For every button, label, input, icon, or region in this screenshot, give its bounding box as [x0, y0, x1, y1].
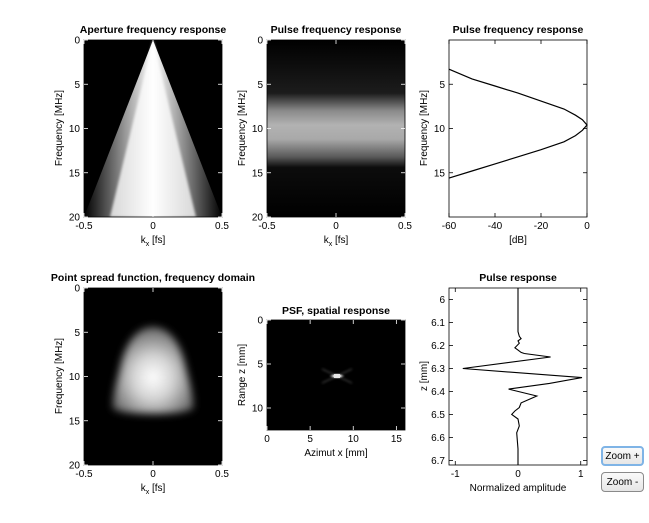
x-tick-label: 15	[391, 434, 403, 445]
x-tick-label: -0.5	[75, 221, 93, 232]
y-tick-label: 10	[252, 124, 264, 135]
y-tick-label: 6.5	[431, 410, 445, 421]
zoom-in-button[interactable]: Zoom +	[601, 446, 644, 466]
chart-title: Pulse frequency response	[453, 24, 584, 36]
y-tick-label: 15	[69, 416, 81, 427]
y-tick-label: 6.6	[431, 433, 445, 444]
y-tick-label: 5	[74, 328, 80, 339]
y-tick-label: 5	[257, 80, 263, 91]
y-tick-label: 5	[439, 80, 445, 91]
x-tick-label: -40	[488, 221, 503, 232]
y-tick-label: 20	[252, 213, 264, 224]
chart-title: Pulse response	[479, 272, 557, 284]
heatmap-psf-spot	[317, 368, 357, 384]
x-axis-label: kx [fs]	[324, 235, 349, 248]
chart-title: Aperture frequency response	[80, 24, 227, 36]
y-tick-label: 0	[257, 316, 263, 327]
panel-pulse-frequency-image: Pulse frequency response -0.5 0 0.5 0 5 10 15…	[237, 24, 412, 248]
series-line	[462, 288, 583, 465]
y-axis-label: Frequency [MHz]	[54, 90, 65, 166]
y-axis-ticks: 0 5 10 15 20	[252, 36, 405, 224]
x-tick-label: 0	[150, 469, 156, 480]
x-tick-label: -0.5	[258, 221, 276, 232]
x-tick-label: 0	[333, 221, 339, 232]
chart-title: Pulse frequency response	[271, 24, 402, 36]
panel-psf-frequency-domain: Point spread function, frequency domain …	[51, 272, 255, 496]
heatmap-cone-core	[110, 40, 196, 217]
x-axis-label: Normalized amplitude	[470, 483, 567, 494]
y-axis-ticks: 0 5 10 15 20	[69, 284, 222, 472]
x-tick-label: 0	[515, 469, 521, 480]
x-tick-label: 0	[264, 434, 270, 445]
y-axis-ticks: 5 10 15	[434, 80, 587, 179]
x-tick-label: 0.5	[215, 221, 229, 232]
y-axis-label: Range z [mm]	[237, 344, 248, 406]
y-tick-label: 10	[69, 372, 81, 383]
x-axis-label: Azimut x [mm]	[304, 448, 368, 459]
y-tick-label: 10	[69, 124, 81, 135]
y-tick-label: 5	[74, 80, 80, 91]
chart-title: Point spread function, frequency domain	[51, 272, 255, 284]
panel-pulse-response: Pulse response -1 0 1 66.16.26.36.46.56.66…	[419, 272, 588, 494]
y-tick-label: 15	[69, 168, 81, 179]
x-tick-label: -0.5	[75, 469, 93, 480]
axes-background	[449, 40, 587, 217]
y-tick-label: 6.1	[431, 318, 445, 329]
x-tick-label: 0.5	[215, 469, 229, 480]
axes-frame	[266, 319, 406, 431]
panel-pulse-frequency-db: Pulse frequency response -60 -40 -20 0 5 10 1…	[419, 24, 590, 246]
y-axis-label: Frequency [MHz]	[54, 338, 65, 414]
x-tick-label: -20	[534, 221, 549, 232]
y-tick-label: 15	[252, 168, 264, 179]
y-tick-label: 10	[252, 404, 264, 415]
y-tick-label: 6.7	[431, 456, 445, 467]
panel-psf-spatial-response: PSF, spatial response 0 5 10 15 0 5 10 Azimut…	[237, 305, 406, 459]
y-tick-label: 6.4	[431, 387, 445, 398]
y-tick-label: 15	[434, 168, 446, 179]
chart-title: PSF, spatial response	[282, 305, 390, 317]
x-axis-ticks: -0.5 0 0.5	[258, 40, 412, 232]
x-axis-label: [dB]	[509, 235, 527, 246]
y-axis-ticks: 0 5 10	[252, 316, 405, 415]
x-tick-label: 0	[584, 221, 590, 232]
x-tick-label: 0	[150, 221, 156, 232]
x-tick-label: 5	[307, 434, 313, 445]
x-tick-label: -60	[442, 221, 457, 232]
y-tick-label: 0	[74, 284, 80, 295]
x-axis-label: kx [fs]	[141, 483, 166, 496]
x-tick-label: 0.5	[398, 221, 412, 232]
y-tick-label: 10	[434, 124, 446, 135]
y-axis-label: Frequency [MHz]	[237, 90, 248, 166]
y-tick-label: 0	[257, 36, 263, 47]
zoom-out-button[interactable]: Zoom -	[601, 472, 644, 492]
y-tick-label: 5	[257, 360, 263, 371]
y-axis-ticks: 6 6.1 6.2 6.3 6.4 6.5 6.6 6.7	[431, 295, 587, 467]
y-tick-label: 6.2	[431, 341, 445, 352]
x-axis-ticks: 0 5 10 15	[264, 320, 402, 445]
y-tick-label: 20	[69, 461, 81, 472]
x-axis-label: kx [fs]	[141, 235, 166, 248]
x-tick-label: 1	[578, 469, 584, 480]
x-tick-label: -1	[451, 469, 460, 480]
y-tick-label: 6	[439, 295, 445, 306]
x-axis-ticks: -60 -40 -20 0	[442, 40, 590, 232]
y-tick-label: 0	[74, 36, 80, 47]
heatmap-frequency-band	[267, 40, 405, 217]
y-axis-ticks: 0 5 10 15 20	[69, 36, 222, 224]
y-axis-label: z [mm]	[419, 361, 430, 391]
panel-aperture-frequency-response: Aperture frequency response -0.5 0 0.5 0 5 1…	[54, 24, 229, 248]
x-axis-ticks: -0.5 0 0.5	[75, 40, 229, 232]
y-tick-label: 6.3	[431, 364, 445, 375]
heatmap-psf-blob	[112, 327, 194, 414]
x-axis-ticks: -0.5 0 0.5	[75, 288, 229, 480]
y-tick-label: 20	[69, 213, 81, 224]
y-axis-label: Frequency [MHz]	[419, 90, 430, 166]
x-axis-ticks: -1 0 1	[451, 288, 584, 480]
x-tick-label: 10	[348, 434, 360, 445]
